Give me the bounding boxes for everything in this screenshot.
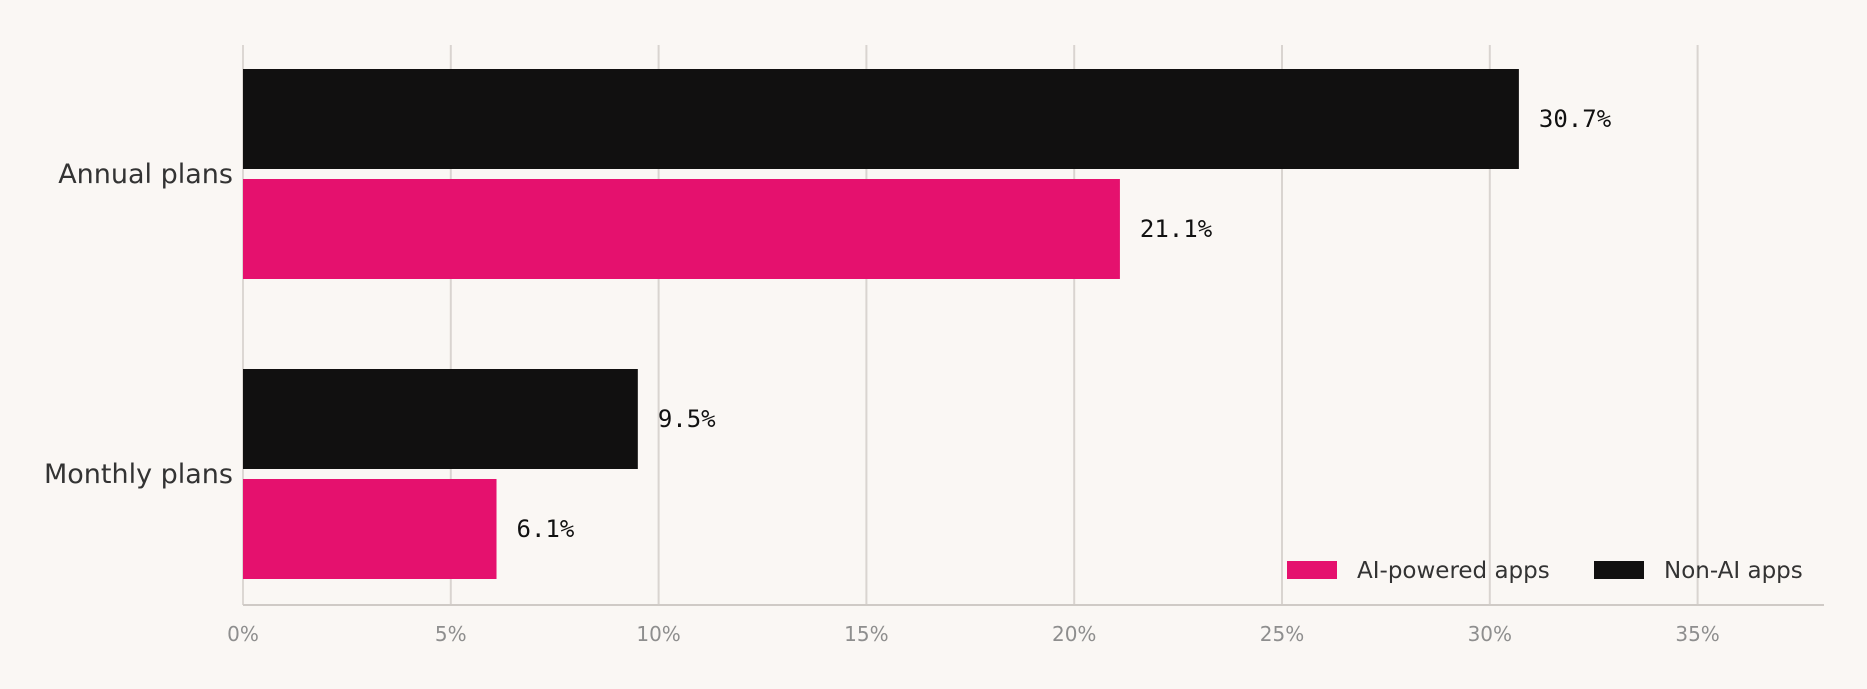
x-tick-label: 20% [1052, 622, 1096, 646]
bar-ai-powered-annual [243, 179, 1120, 279]
value-label: 30.7% [1539, 105, 1612, 133]
category-label: Annual plans [58, 159, 233, 190]
x-tick-labels: 0% 5% 10% 15% 20% 25% 30% 35% [227, 622, 1720, 646]
x-tick-label: 10% [636, 622, 680, 646]
x-tick-label: 25% [1260, 622, 1304, 646]
legend: AI-powered apps Non-AI apps [1287, 558, 1803, 584]
category-labels: Annual plans Monthly plans [44, 159, 233, 490]
bar-non-ai-annual [243, 69, 1519, 169]
legend-label: AI-powered apps [1357, 558, 1550, 584]
x-tick-label: 35% [1675, 622, 1719, 646]
value-label: 21.1% [1140, 215, 1213, 243]
value-labels: 30.7% 21.1% 9.5% 6.1% [517, 105, 1612, 543]
value-label: 6.1% [517, 515, 575, 543]
value-label: 9.5% [658, 405, 716, 433]
bars [243, 69, 1519, 579]
x-tick-label: 5% [435, 622, 467, 646]
category-label: Monthly plans [44, 459, 233, 490]
legend-label: Non-AI apps [1664, 558, 1803, 584]
x-tick-label: 0% [227, 622, 259, 646]
x-tick-label: 15% [844, 622, 888, 646]
legend-swatch [1594, 561, 1644, 579]
legend-swatch [1287, 561, 1337, 579]
bar-ai-powered-monthly [243, 479, 497, 579]
bar-non-ai-monthly [243, 369, 638, 469]
x-tick-label: 30% [1468, 622, 1512, 646]
